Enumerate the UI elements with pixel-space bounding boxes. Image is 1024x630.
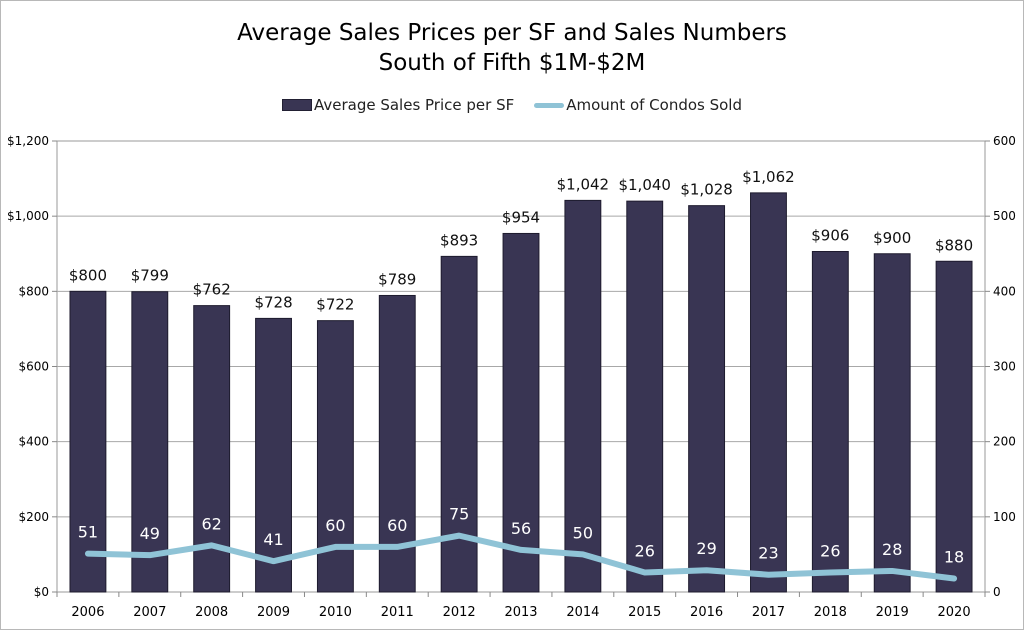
bar-value-label: $906: [811, 226, 849, 244]
line-value-label: 60: [387, 516, 407, 535]
x-tick-label: 2006: [71, 605, 104, 620]
x-tick-label: 2007: [133, 605, 166, 620]
y-right-tick-label: 300: [993, 360, 1016, 374]
legend-label-price: Average Sales Price per SF: [313, 96, 515, 114]
legend-item-price: Average Sales Price per SF: [281, 96, 515, 114]
y-left-tick-label: $0: [34, 585, 49, 599]
line-point: [953, 577, 955, 579]
bar-value-label: $1,042: [557, 175, 610, 193]
bar-value-label: $728: [254, 293, 292, 311]
x-tick-label: 2011: [381, 605, 414, 620]
chart-title-block: Average Sales Prices per SF and Sales Nu…: [0, 18, 1024, 78]
legend-item-condos: Amount of Condos Sold: [534, 96, 742, 114]
bar: [750, 192, 787, 593]
bar-value-label: $789: [378, 270, 416, 288]
line-value-label: 50: [573, 523, 593, 542]
bar-value-label: $1,062: [742, 168, 795, 186]
line-value-label: 56: [511, 519, 531, 538]
bar-value-label: $1,040: [618, 176, 671, 194]
bar-value-label: $800: [69, 266, 107, 284]
bar-value-label: $762: [193, 281, 231, 299]
bar: [69, 290, 107, 593]
x-tick-label: 2015: [628, 605, 661, 620]
bar-value-label: $893: [440, 231, 478, 249]
bar-value-label: $799: [131, 267, 169, 285]
line-point: [829, 571, 831, 573]
bar-value-label: $722: [316, 296, 354, 314]
bar: [688, 205, 726, 593]
y-left-tick-label: $200: [18, 510, 49, 524]
bar-value-label: $900: [873, 229, 911, 247]
line-value-label: 29: [696, 539, 716, 558]
bar: [811, 250, 849, 593]
line-point: [87, 553, 89, 555]
y-left-tick-label: $600: [18, 360, 49, 374]
x-tick-label: 2013: [504, 605, 537, 620]
line-value-label: 51: [78, 523, 98, 542]
legend-label-condos: Amount of Condos Sold: [566, 96, 743, 114]
bar: [935, 260, 973, 593]
line-point: [767, 574, 769, 576]
line-point: [211, 544, 213, 546]
x-tick-label: 2014: [566, 605, 599, 620]
bar-value-label: $954: [502, 208, 540, 226]
line-value-label: 26: [820, 541, 840, 560]
x-tick-label: 2012: [443, 605, 476, 620]
x-tick-label: 2009: [257, 605, 290, 620]
y-right-tick-label: 600: [993, 134, 1016, 148]
y-right-tick-label: 400: [993, 284, 1016, 298]
bar: [626, 200, 664, 593]
x-tick-label: 2019: [876, 605, 909, 620]
line-point: [644, 571, 646, 573]
y-left-tick-label: $1,200: [7, 134, 49, 148]
line-value-label: 26: [635, 541, 655, 560]
x-tick-label: 2020: [938, 605, 971, 620]
x-tick-label: 2018: [814, 605, 847, 620]
x-tick-label: 2010: [319, 605, 352, 620]
line-value-label: 62: [201, 514, 221, 533]
line-point: [582, 553, 584, 555]
bar: [873, 253, 911, 593]
line-value-label: 60: [325, 516, 345, 535]
x-tick-label: 2017: [752, 605, 785, 620]
y-left-tick-label: $400: [18, 435, 49, 449]
chart-title: Average Sales Prices per SF and Sales Nu…: [237, 20, 787, 46]
line-point: [149, 554, 151, 556]
y-right-tick-label: 0: [993, 585, 1001, 599]
line-point: [396, 546, 398, 548]
line-value-label: 49: [140, 524, 160, 543]
legend-line-swatch: [534, 102, 565, 108]
x-tick-label: 2016: [690, 605, 723, 620]
line-point: [706, 569, 708, 571]
line-point: [273, 560, 275, 562]
line-value-label: 18: [944, 547, 964, 566]
bar: [564, 199, 602, 593]
line-value-label: 23: [758, 544, 778, 563]
line-point: [520, 549, 522, 551]
line-point: [891, 570, 893, 572]
chart-subtitle: South of Fifth $1M-$2M: [378, 50, 646, 76]
bar-value-label: $880: [935, 236, 973, 254]
legend-bar-swatch: [281, 99, 312, 111]
bar-value-label: $1,028: [680, 181, 733, 199]
bar: [440, 255, 478, 593]
y-right-tick-label: 200: [993, 435, 1016, 449]
line-value-label: 28: [882, 540, 902, 559]
line-point: [334, 546, 336, 548]
y-right-tick-label: 100: [993, 510, 1016, 524]
x-tick-label: 2008: [195, 605, 228, 620]
y-right-tick-label: 500: [993, 209, 1016, 223]
bar: [131, 291, 169, 593]
bar: [255, 317, 292, 593]
bar: [502, 232, 540, 593]
y-left-tick-label: $800: [18, 284, 49, 298]
line-value-label: 75: [449, 505, 469, 524]
line-point: [458, 535, 460, 537]
line-value-label: 41: [263, 530, 283, 549]
y-left-tick-label: $1,000: [7, 209, 49, 223]
legend: Average Sales Price per SF Amount of Con…: [0, 96, 1024, 114]
